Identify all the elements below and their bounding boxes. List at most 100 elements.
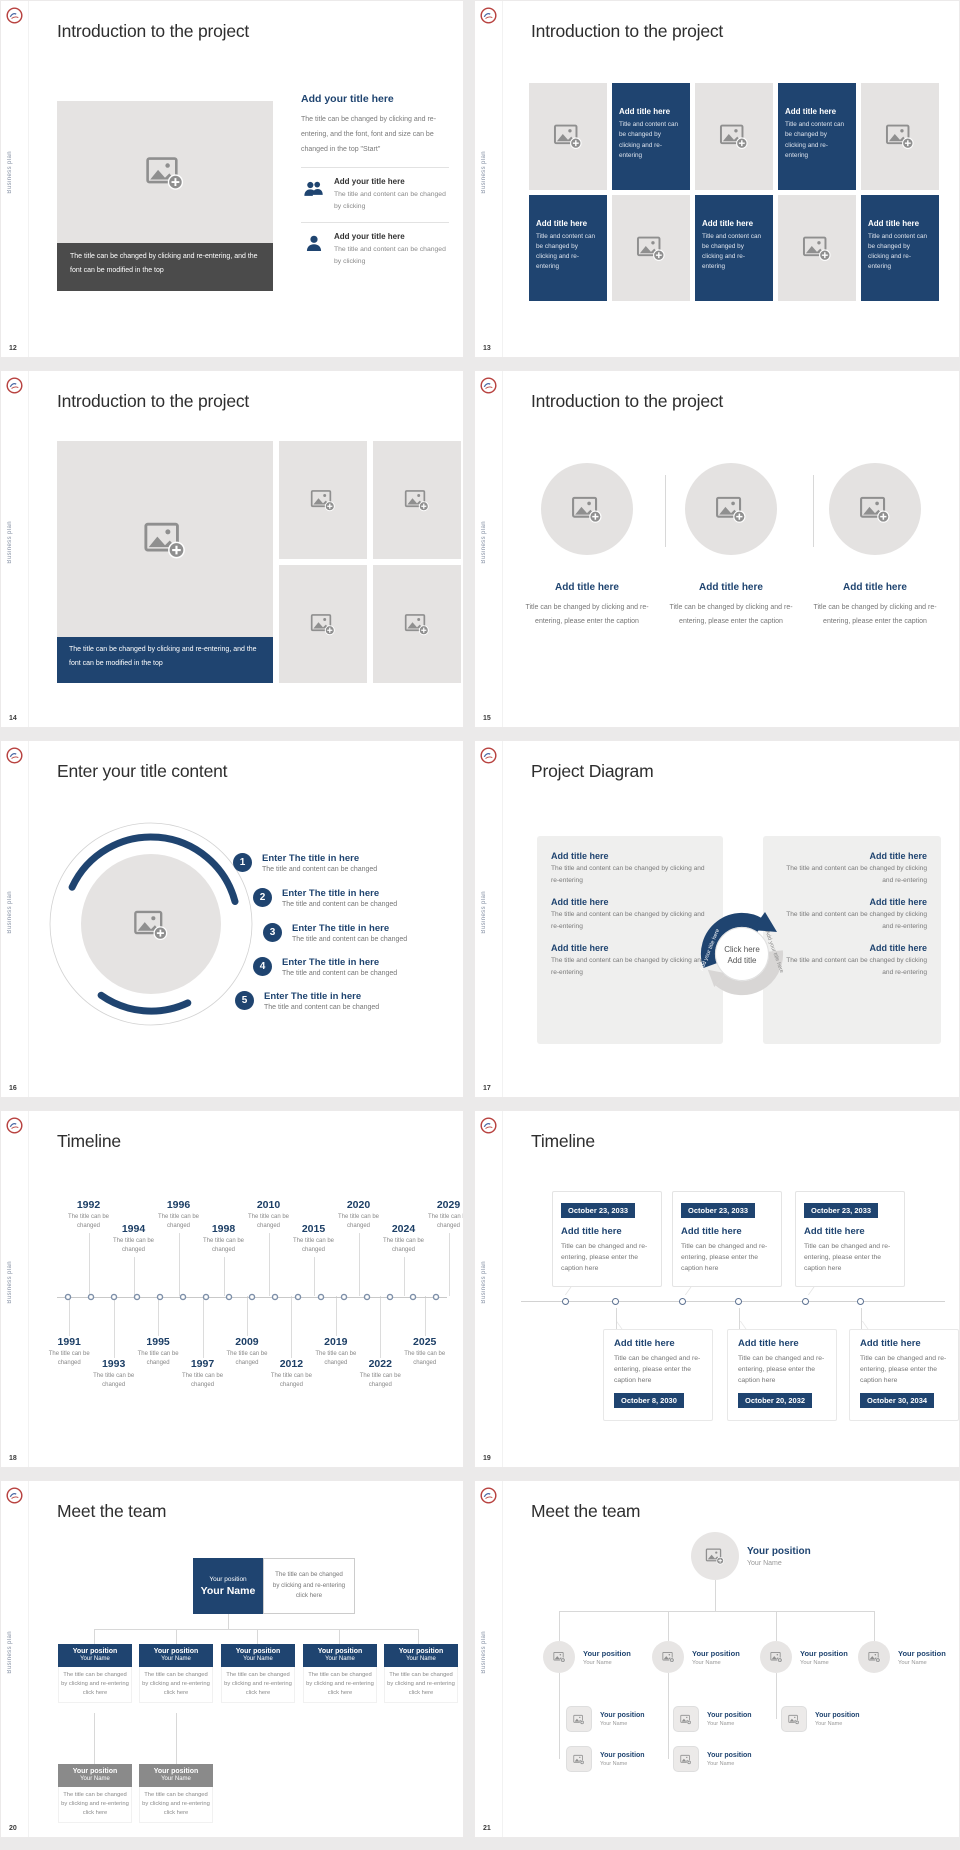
vertical-brand-label: Business plan	[481, 521, 487, 564]
slide-title: Project Diagram	[531, 761, 654, 781]
vertical-brand-label: Business plan	[481, 151, 487, 194]
name-label: Your Name	[406, 1656, 436, 1662]
name-label: Your Name	[800, 1659, 829, 1666]
text-column: Add your title here The title can be cha…	[301, 93, 449, 276]
year: 1991	[57, 1336, 81, 1348]
connector-line	[176, 1713, 177, 1764]
connector-line	[257, 1629, 258, 1644]
image-placeholder-icon	[553, 122, 583, 150]
position-label: Your position	[800, 1648, 848, 1658]
slide-19-thumbnail[interactable]: Business plan 19 Timeline October 23, 20…	[474, 1110, 960, 1468]
position-label: Your position	[72, 1768, 118, 1775]
timeline-year-label: 1992 The title can be changed	[66, 1199, 111, 1296]
position-label: Your position	[317, 1648, 363, 1655]
slide-13-thumbnail[interactable]: Business plan 13 Introduction to the pro…	[474, 0, 960, 358]
slide-rail: Business plan 20	[1, 1481, 29, 1837]
cell-title: Add title here	[785, 107, 837, 116]
connector-line	[874, 1611, 875, 1641]
feature-text: The title and content can be changed by …	[334, 245, 446, 265]
connector-line	[559, 1611, 874, 1612]
slide-16-thumbnail[interactable]: Business plan 16 Enter your title conten…	[0, 740, 464, 1098]
avatar-placeholder	[566, 1706, 592, 1732]
slide-12-thumbnail[interactable]: Business plan 12 Introduction to the pro…	[0, 0, 464, 358]
connector-line	[776, 1611, 777, 1641]
brand-logo-icon	[480, 747, 497, 764]
slide-20-thumbnail[interactable]: Business plan 20 Meet the team Your posi…	[0, 1480, 464, 1838]
feature-text: Title can be changed by clicking and re-…	[669, 604, 793, 626]
text-cell: Add title here Title and content can be c…	[695, 194, 773, 301]
year: 2022	[368, 1358, 392, 1370]
connector-line	[715, 1580, 716, 1611]
photo-caption: The title can be changed by clicking and…	[57, 243, 273, 291]
slide-rail: Business plan 17	[475, 741, 503, 1097]
slide-21-thumbnail[interactable]: Business plan 21 Meet the team Your posi…	[474, 1480, 960, 1838]
slide-18-thumbnail[interactable]: Business plan 18 Timeline 1992 The title…	[0, 1110, 464, 1468]
brand-logo-icon	[6, 747, 23, 764]
member-note: The title can be changed by clicking and…	[58, 1667, 132, 1703]
brand-logo-icon	[6, 377, 23, 394]
cell-text: Title and content can be changed by clic…	[785, 121, 845, 159]
name-label: Your Name	[200, 1584, 256, 1597]
image-placeholder	[541, 463, 633, 555]
brand-logo-icon	[480, 7, 497, 24]
avatar-placeholder	[543, 1641, 575, 1673]
image-placeholder	[685, 463, 777, 555]
year: 2009	[235, 1336, 259, 1348]
step-text: The title and content can be changed	[264, 1004, 380, 1011]
cell-title: Add title here	[868, 218, 920, 228]
divider-line	[813, 475, 814, 547]
slide-number: 21	[483, 1825, 491, 1832]
feature-title: Add your title here	[334, 231, 405, 241]
year: 1998	[211, 1223, 236, 1235]
position-label: Your position	[898, 1648, 946, 1658]
year: 1995	[146, 1336, 170, 1348]
divider-line	[665, 475, 666, 547]
image-placeholder	[57, 101, 273, 243]
image-placeholder	[373, 565, 461, 683]
org-member-box: Your position Your Name The title can be …	[139, 1764, 213, 1823]
image-placeholder-icon	[310, 612, 336, 636]
org-entry: Your position Your Name	[652, 1641, 740, 1673]
org-member-box: Your position Your Name The title can be …	[303, 1644, 377, 1703]
callout-text: Title can be changed and re-entering, pl…	[860, 1355, 947, 1385]
timeline-year-label: 2024 The title can be changed	[381, 1223, 426, 1296]
vertical-brand-label: Business plan	[7, 521, 13, 564]
position-label: Your position	[707, 1751, 752, 1759]
name-label: Your Name	[815, 1720, 843, 1727]
image-placeholder	[612, 194, 690, 301]
year-caption: The title can be changed	[427, 1214, 463, 1229]
slide-rail: Business plan 18	[1, 1111, 29, 1467]
timeline-node	[612, 1298, 619, 1305]
step-number-badge: 1	[233, 853, 252, 872]
step-number-badge: 3	[263, 923, 282, 942]
org-member-box: Your position Your Name The title can be …	[384, 1644, 458, 1703]
cell-title: Add title here	[702, 218, 754, 228]
connector-line	[94, 1629, 418, 1630]
org-entry: Your position Your Name	[673, 1746, 752, 1772]
slide-title: Enter your title content	[57, 761, 228, 781]
slide-15-thumbnail[interactable]: Business plan 15 Introduction to the pro…	[474, 370, 960, 728]
people-icon	[303, 180, 325, 197]
org-member-box: Your position Your Name The title can be …	[139, 1644, 213, 1703]
timeline-year-label: 2019 The title can be changed	[314, 1296, 358, 1368]
timeline-year-label: 1997 The title can be changed	[180, 1296, 224, 1390]
step-text: The title and content can be changed	[292, 936, 408, 943]
brand-logo-icon	[6, 1117, 23, 1134]
org-root-box: Your position Your Name	[193, 1558, 263, 1614]
slide-17-thumbnail[interactable]: Business plan 17 Project Diagram Add tit…	[474, 740, 960, 1098]
callout-text: Title can be changed and re-entering, pl…	[561, 1243, 648, 1273]
position-label: Your position	[600, 1751, 645, 1759]
center-label-line2: Add title	[728, 956, 757, 965]
year: 2025	[413, 1336, 437, 1348]
slide-14-thumbnail[interactable]: Business plan 14 Introduction to the pro…	[0, 370, 464, 728]
timeline-callout: October 23, 2033 Add title here Title ca…	[672, 1191, 782, 1287]
callout-text: Title can be changed and re-entering, pl…	[804, 1243, 891, 1273]
year: 2012	[279, 1358, 304, 1370]
connector-line	[861, 1308, 862, 1329]
block-text: The title and content can be changed by …	[786, 865, 927, 884]
year-caption: The title can be changed	[382, 1238, 425, 1253]
image-placeholder-icon	[719, 122, 749, 150]
timeline-year-label: 2022 The title can be changed	[358, 1296, 402, 1390]
org-root-note: The title can be changed by clicking and…	[263, 1558, 355, 1614]
position-label: Your position	[747, 1545, 811, 1557]
